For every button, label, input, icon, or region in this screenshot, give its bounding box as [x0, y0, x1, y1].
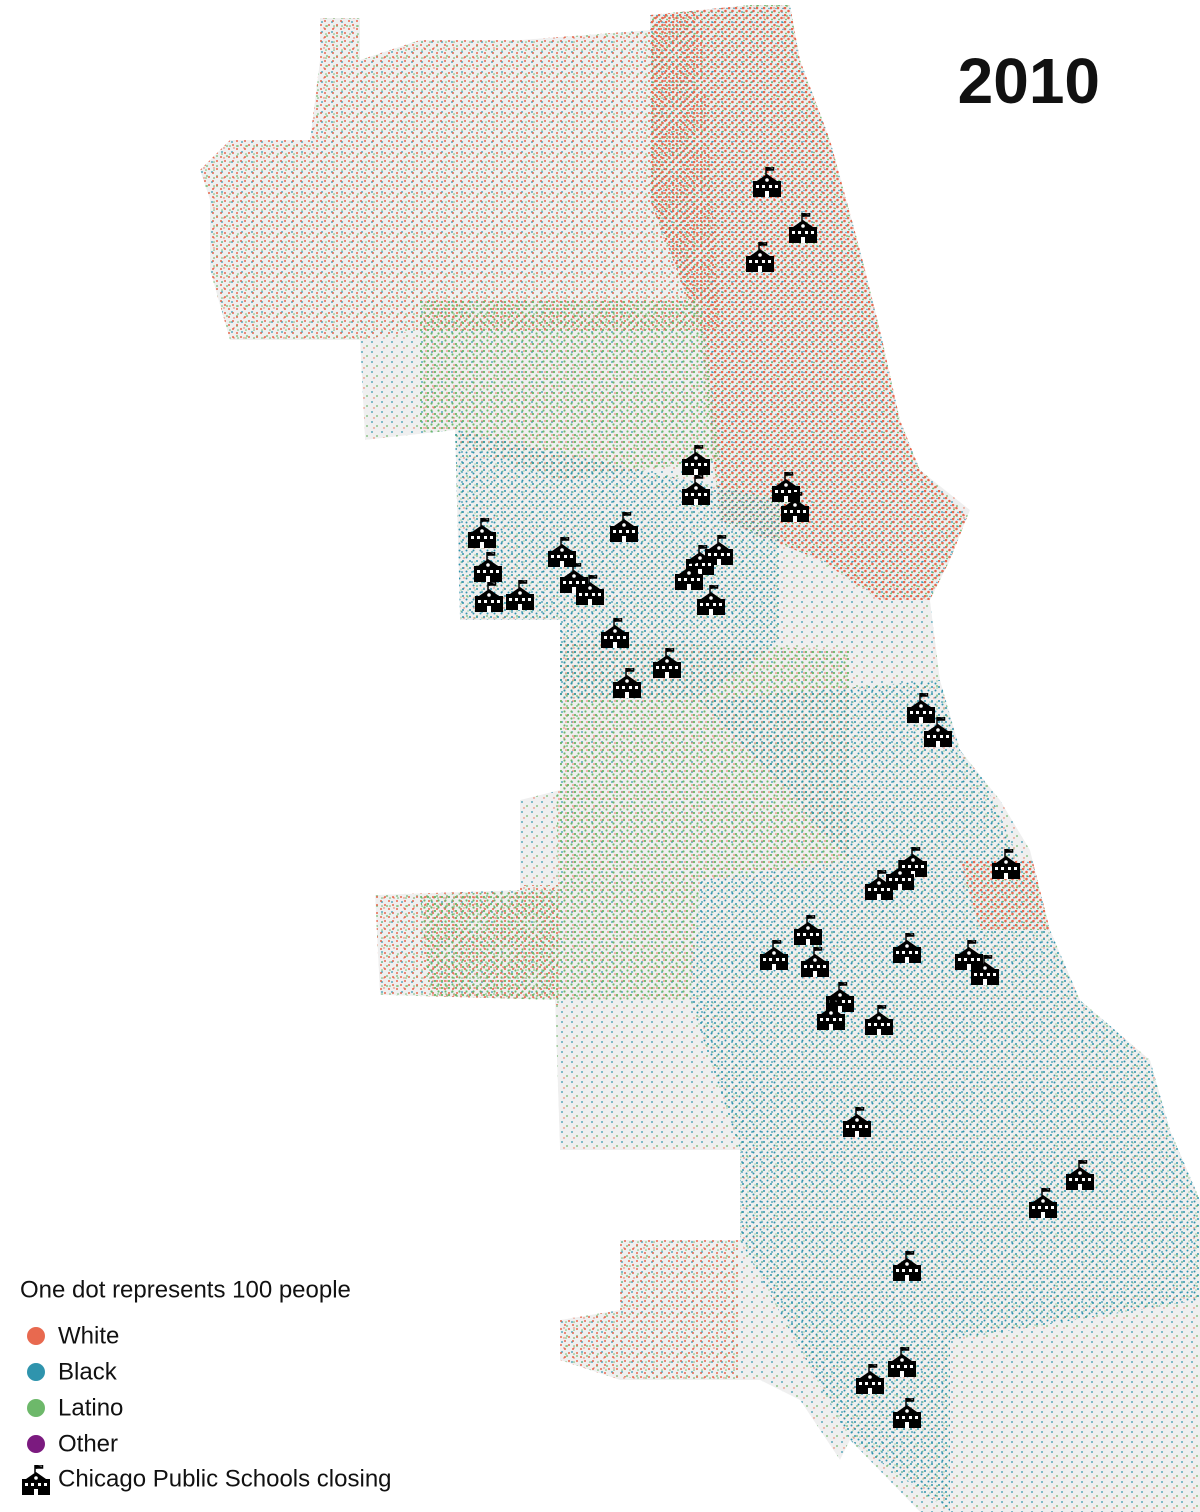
region [690, 680, 1200, 1512]
legend-swatch [27, 1363, 45, 1381]
legend-label: Other [58, 1430, 118, 1457]
legend-label: Black [58, 1358, 118, 1385]
legend-note: One dot represents 100 people [20, 1276, 351, 1303]
region [420, 890, 560, 1000]
legend-swatch [27, 1327, 45, 1345]
legend-swatch [27, 1399, 45, 1417]
legend-label: Latino [58, 1394, 123, 1421]
legend-school-icon [21, 1465, 51, 1495]
legend-label: Chicago Public Schools closing [58, 1465, 392, 1492]
region [200, 5, 720, 340]
region [560, 1230, 740, 1390]
legend: One dot represents 100 people Chicago Pu… [20, 1276, 392, 1495]
region [420, 300, 720, 480]
legend-swatch [27, 1435, 45, 1453]
year-title: 2010 [958, 45, 1100, 117]
legend-label: White [58, 1322, 119, 1349]
region [960, 860, 1050, 930]
region [650, 5, 970, 600]
